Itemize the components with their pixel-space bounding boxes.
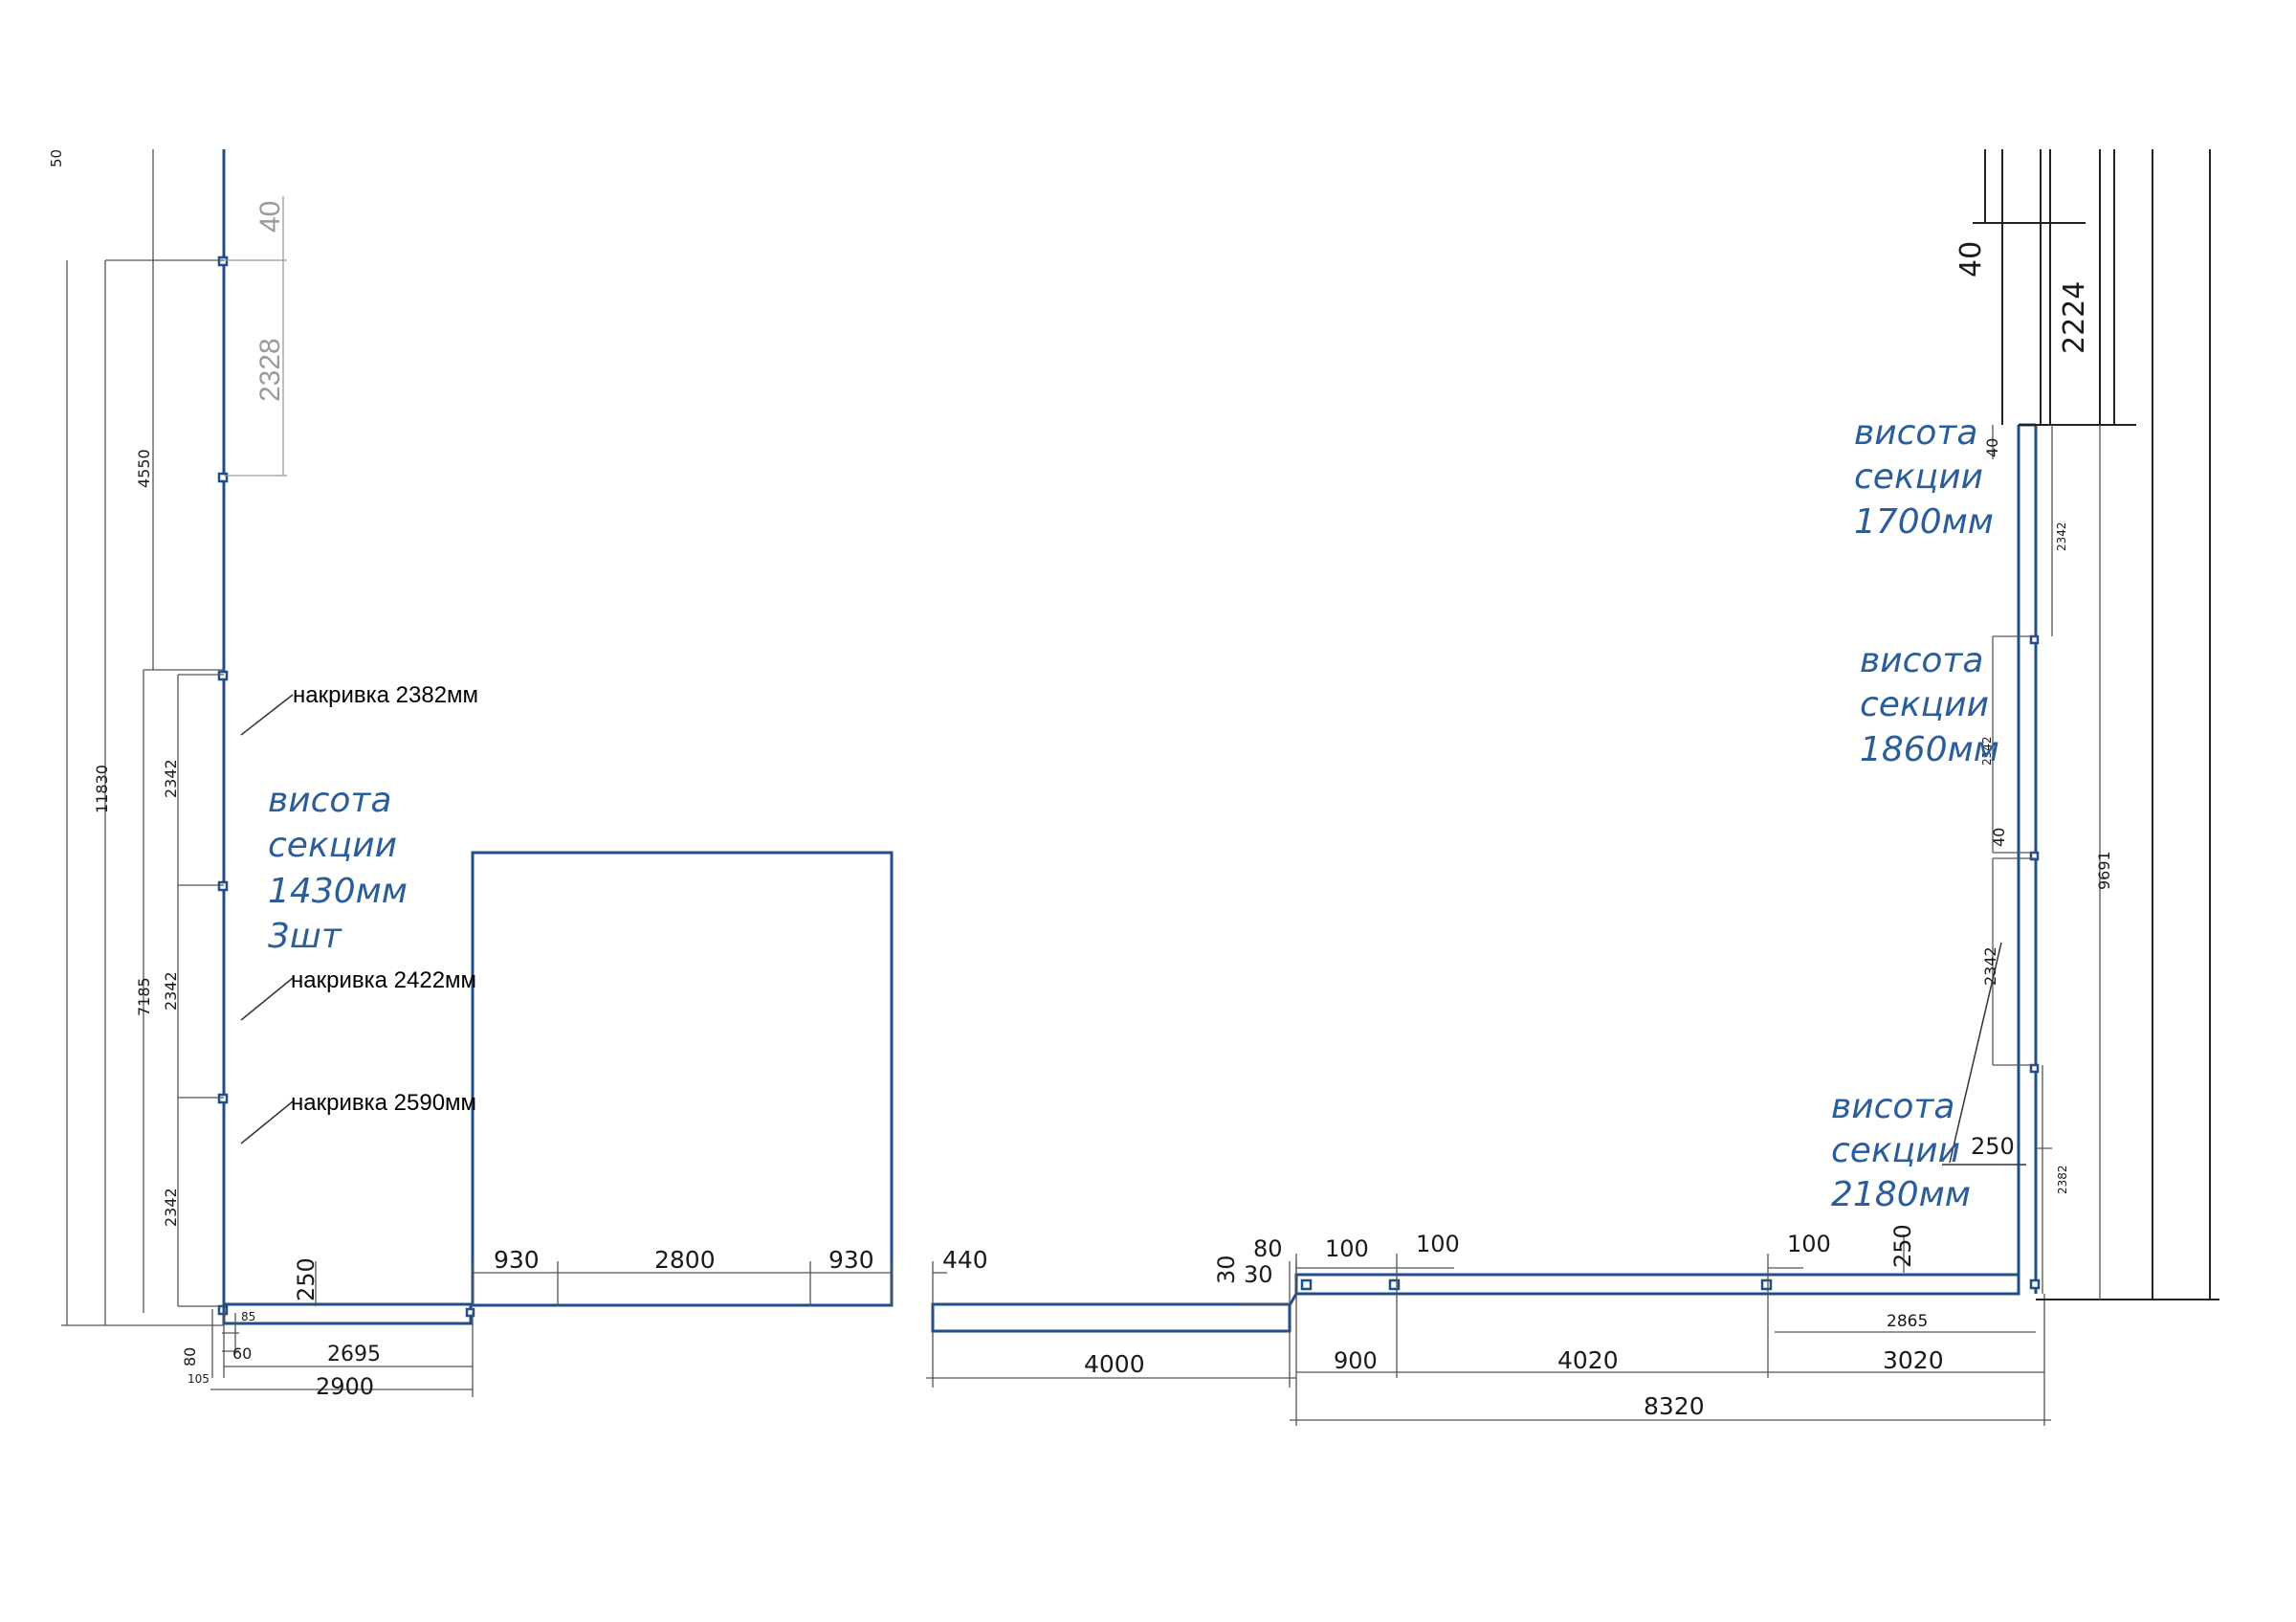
dim-250-right: 250 xyxy=(1889,1224,1916,1268)
dim-250-left: 250 xyxy=(293,1257,320,1301)
section-label-left-line1: висота xyxy=(268,781,391,820)
dim-30-h: 30 xyxy=(1244,1261,1273,1288)
dim-40-top: 40 xyxy=(1954,241,1988,278)
right-post xyxy=(2029,634,2040,645)
dim-8320: 8320 xyxy=(1644,1392,1705,1420)
left-wall xyxy=(217,149,229,1316)
dim-3020: 3020 xyxy=(1883,1346,1944,1374)
section-label-left-line2: секции xyxy=(268,826,397,865)
dim-11830: 11830 xyxy=(93,765,111,813)
dim-105: 105 xyxy=(188,1372,210,1386)
bottom-post xyxy=(1300,1278,1313,1291)
room-block xyxy=(471,851,894,1307)
dim-40-right-a: 40 xyxy=(1983,438,2001,457)
dim-2342-b: 2342 xyxy=(162,971,180,1011)
bottom-post xyxy=(1760,1278,1773,1291)
section-label-1700-line3: 1700мм xyxy=(1854,502,1994,542)
dim-85: 85 xyxy=(241,1310,255,1323)
section-label-2180-line2: секции xyxy=(1831,1131,1960,1170)
section-label-1700-line2: секции xyxy=(1854,457,1983,497)
dim-2695: 2695 xyxy=(327,1343,381,1366)
note-cap-2590: накривка 2590мм xyxy=(291,1090,476,1116)
left-post xyxy=(217,670,229,681)
dim-4020: 4020 xyxy=(1557,1346,1619,1374)
middle-panel xyxy=(931,1302,1292,1333)
dim-60: 60 xyxy=(232,1344,252,1363)
right-wall xyxy=(2017,423,2041,1294)
dim-2342-a: 2342 xyxy=(162,759,180,798)
section-label-1860-line2: секции xyxy=(1860,685,1989,724)
section-label-2180-line3: 2180мм xyxy=(1831,1175,1971,1214)
dim-40-right-b: 40 xyxy=(1990,828,2008,847)
left-post xyxy=(217,472,229,483)
dim-50: 50 xyxy=(48,149,65,167)
section-label-2180-line1: висота xyxy=(1831,1087,1954,1126)
dim-2224: 2224 xyxy=(2058,281,2091,354)
dim-80-mid: 80 xyxy=(1253,1235,1283,1262)
dim-930-b: 930 xyxy=(828,1246,874,1274)
note-leaders xyxy=(240,694,294,1144)
dim-7185: 7185 xyxy=(135,977,153,1016)
section-label-1700-line1: висота xyxy=(1854,413,1977,453)
left-post xyxy=(217,1093,229,1104)
dim-2342-right-c: 2342 xyxy=(1981,946,1999,986)
dim-100-a: 100 xyxy=(1325,1235,1369,1262)
dim-2342-right-a: 2342 xyxy=(2055,522,2068,551)
section-label-left-line3: 1430мм xyxy=(268,872,408,911)
dim-40-grey: 40 xyxy=(254,201,286,233)
right-post xyxy=(2029,1063,2040,1074)
left-post xyxy=(217,256,229,267)
note-cap-2382: накривка 2382мм xyxy=(293,682,478,708)
dim-2342-right-b: 2342 xyxy=(1980,736,1994,766)
right-dimensions xyxy=(1942,149,2219,1300)
dim-930-a: 930 xyxy=(494,1246,540,1274)
right-post xyxy=(2029,1278,2041,1290)
left-dimensions xyxy=(61,149,474,1397)
dim-900: 900 xyxy=(1334,1347,1378,1374)
right-bottom-dimensions xyxy=(1290,1234,2051,1426)
bottom-post xyxy=(465,1307,475,1318)
dim-2328-grey: 2328 xyxy=(254,338,286,402)
middle-dimensions xyxy=(472,1261,1297,1388)
dim-100-c: 100 xyxy=(1787,1231,1831,1257)
dim-80: 80 xyxy=(181,1347,199,1366)
dim-2800: 2800 xyxy=(654,1246,716,1274)
section-label-1860-line1: висота xyxy=(1860,641,1983,680)
note-cap-2422: накривка 2422мм xyxy=(291,967,476,993)
dim-440: 440 xyxy=(942,1246,988,1274)
left-post xyxy=(217,880,229,892)
dim-2382: 2382 xyxy=(2056,1165,2069,1194)
dim-2900: 2900 xyxy=(316,1373,374,1400)
dim-30-v: 30 xyxy=(1213,1255,1240,1284)
dim-2342-c: 2342 xyxy=(162,1188,180,1227)
section-label-left-line4: 3шт xyxy=(268,917,342,956)
section-label-1860-line3: 1860мм xyxy=(1860,730,1999,769)
bottom-left-panel xyxy=(222,1302,473,1325)
dim-2865: 2865 xyxy=(1887,1312,1928,1331)
right-bottom-panel xyxy=(1294,1273,2020,1296)
bottom-post xyxy=(1388,1278,1401,1291)
dim-4550: 4550 xyxy=(135,449,153,488)
dim-9691: 9691 xyxy=(2095,851,2113,890)
dim-100-b: 100 xyxy=(1416,1231,1460,1257)
dim-250-right-v: 250 xyxy=(1971,1133,2015,1160)
dim-4000: 4000 xyxy=(1084,1350,1145,1378)
